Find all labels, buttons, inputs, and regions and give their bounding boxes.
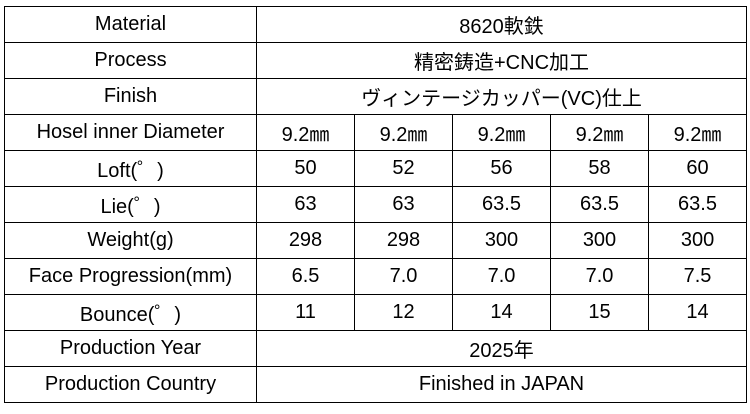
row-label: Process: [4, 42, 257, 79]
row-label: Finish: [4, 78, 257, 115]
value-cell: 14: [647, 294, 748, 331]
spec-table-body: Material 8620軟鉄 Process 精密鋳造+CNC加工 Finish ヴィン…: [4, 6, 748, 403]
value-cell: 9.2㎜: [647, 114, 748, 151]
row-label: Production Year: [4, 330, 257, 367]
value-cell: 9.2㎜: [550, 114, 649, 151]
value-cell: 58: [550, 150, 649, 187]
value-cell: 7.5: [647, 258, 748, 295]
table-row: Hosel inner Diameter 9.2㎜ 9.2㎜ 9.2㎜ 9.2㎜ 9.2㎜: [4, 114, 748, 151]
row-label: Bounce(゜): [4, 294, 257, 331]
value-cell: 7.0: [550, 258, 649, 295]
value-cell: 9.2㎜: [256, 114, 355, 151]
value-cell: 7.0: [354, 258, 453, 295]
value-cell: 9.2㎜: [354, 114, 453, 151]
value-cell: 7.0: [452, 258, 551, 295]
merged-value-cell: ヴィンテージカッパー(VC)仕上: [255, 78, 748, 115]
row-label: Lie(゜): [4, 186, 257, 223]
value-cell: 52: [354, 150, 453, 187]
value-cell: 60: [647, 150, 748, 187]
merged-value-cell: 8620軟鉄: [255, 6, 748, 43]
value-cell: 63.5: [550, 186, 649, 223]
row-label: Production Country: [4, 366, 257, 403]
table-row: Lie(゜) 63 63 63.5 63.5 63.5: [4, 186, 748, 223]
merged-value-cell: 精密鋳造+CNC加工: [255, 42, 748, 79]
value-cell: 63.5: [647, 186, 748, 223]
table-row: Process 精密鋳造+CNC加工: [4, 42, 748, 79]
value-cell: 298: [354, 222, 453, 259]
row-label: Material: [4, 6, 257, 43]
table-row: Bounce(゜) 11 12 14 15 14: [4, 294, 748, 331]
value-cell: 298: [256, 222, 355, 259]
value-cell: 50: [256, 150, 355, 187]
value-cell: 63.5: [452, 186, 551, 223]
value-cell: 63: [256, 186, 355, 223]
table-row: Weight(g) 298 298 300 300 300: [4, 222, 748, 259]
value-cell: 6.5: [256, 258, 355, 295]
table-row: Production Country Finished in JAPAN: [4, 366, 748, 403]
value-cell: 9.2㎜: [452, 114, 551, 151]
value-cell: 11: [256, 294, 355, 331]
row-label: Hosel inner Diameter: [4, 114, 257, 151]
row-label: Weight(g): [4, 222, 257, 259]
table-row: Face Progression(mm) 6.5 7.0 7.0 7.0 7.5: [4, 258, 748, 295]
row-label: Face Progression(mm): [4, 258, 257, 295]
merged-value-cell: Finished in JAPAN: [255, 366, 748, 403]
table-row: Production Year 2025年: [4, 330, 748, 367]
merged-value-cell: 2025年: [255, 330, 748, 367]
value-cell: 15: [550, 294, 649, 331]
spec-table: Material 8620軟鉄 Process 精密鋳造+CNC加工 Finish ヴィン…: [4, 6, 748, 403]
value-cell: 300: [550, 222, 649, 259]
value-cell: 56: [452, 150, 551, 187]
value-cell: 63: [354, 186, 453, 223]
table-row: Material 8620軟鉄: [4, 6, 748, 43]
value-cell: 12: [354, 294, 453, 331]
value-cell: 300: [452, 222, 551, 259]
table-row: Finish ヴィンテージカッパー(VC)仕上: [4, 78, 748, 115]
table-row: Loft(゜) 50 52 56 58 60: [4, 150, 748, 187]
row-label: Loft(゜): [4, 150, 257, 187]
value-cell: 300: [647, 222, 748, 259]
value-cell: 14: [452, 294, 551, 331]
